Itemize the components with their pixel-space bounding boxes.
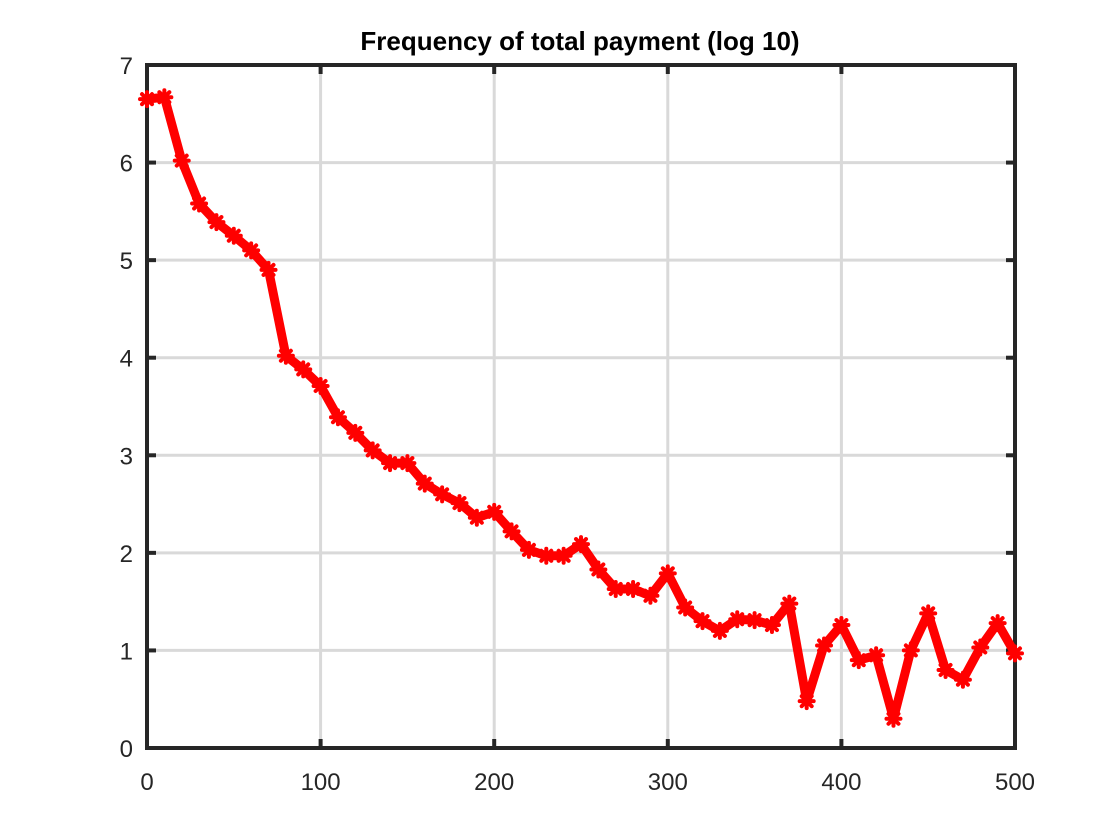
data-point [953, 670, 972, 689]
data-point [1006, 644, 1024, 663]
data-point [363, 441, 382, 460]
data-point [224, 226, 243, 245]
y-tick-label: 1 [120, 638, 133, 665]
data-point [693, 612, 712, 631]
x-tick-label: 0 [140, 769, 153, 796]
data-point [554, 546, 573, 565]
x-tick-label: 100 [301, 769, 341, 796]
data-point [971, 638, 990, 657]
data-point [259, 260, 278, 279]
data-point [311, 377, 330, 396]
tick-labels: 0 100 200 300 400 500 0 1 2 3 4 5 6 7 [120, 53, 1035, 796]
data-point [884, 709, 903, 728]
data-point [346, 423, 365, 442]
data-point [433, 485, 452, 504]
y-tick-label: 7 [120, 53, 133, 80]
data-point [710, 621, 729, 640]
data-point [919, 604, 938, 623]
data-point [155, 88, 174, 107]
x-tick-label: 500 [995, 769, 1035, 796]
data-point [207, 213, 226, 232]
data-point [988, 614, 1007, 633]
axes [145, 63, 1017, 750]
data-point [658, 564, 677, 583]
data-point [901, 641, 920, 660]
data-point [328, 408, 347, 427]
data-point [519, 540, 538, 559]
data-point [381, 454, 400, 473]
y-tick-label: 4 [120, 346, 133, 373]
series [138, 88, 1024, 728]
data-point [572, 535, 590, 554]
series-line [142, 92, 1020, 724]
grid-lines [147, 65, 1015, 748]
x-tick-label: 200 [474, 769, 514, 796]
data-point [624, 579, 643, 598]
y-tick-label: 6 [120, 151, 133, 178]
data-point [242, 241, 261, 260]
data-point [467, 508, 486, 527]
data-point [502, 522, 521, 541]
x-tick-label: 300 [648, 769, 688, 796]
data-point [485, 502, 504, 521]
data-point [762, 616, 781, 635]
data-point [832, 616, 851, 635]
data-point [676, 598, 695, 617]
data-point [606, 579, 625, 598]
data-point [537, 546, 556, 565]
data-point [780, 594, 799, 613]
x-tick-label: 400 [821, 769, 861, 796]
y-tick-label: 5 [120, 248, 133, 275]
data-point [294, 360, 313, 379]
data-point [815, 636, 834, 655]
y-tick-label: 0 [120, 736, 133, 763]
data-point [276, 346, 295, 365]
data-point [849, 651, 868, 670]
y-tick-label: 3 [120, 443, 133, 470]
data-point [398, 454, 417, 473]
data-point [138, 90, 156, 109]
data-point [728, 610, 747, 629]
data-point [190, 194, 209, 213]
chart-title: Frequency of total payment (log 10) [360, 26, 799, 56]
data-point [936, 660, 955, 679]
data-point [415, 474, 434, 493]
data-point [450, 494, 469, 513]
data-point [172, 151, 191, 170]
data-point [641, 586, 660, 605]
data-point [797, 692, 816, 711]
data-point [745, 611, 764, 630]
data-point [589, 560, 608, 579]
y-tick-label: 2 [120, 541, 133, 568]
data-point [867, 646, 886, 665]
plot-box [145, 63, 1017, 750]
